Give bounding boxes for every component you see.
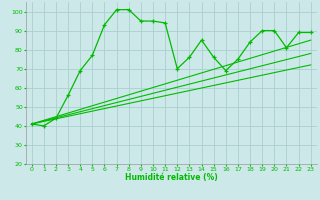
X-axis label: Humidité relative (%): Humidité relative (%) xyxy=(125,173,218,182)
